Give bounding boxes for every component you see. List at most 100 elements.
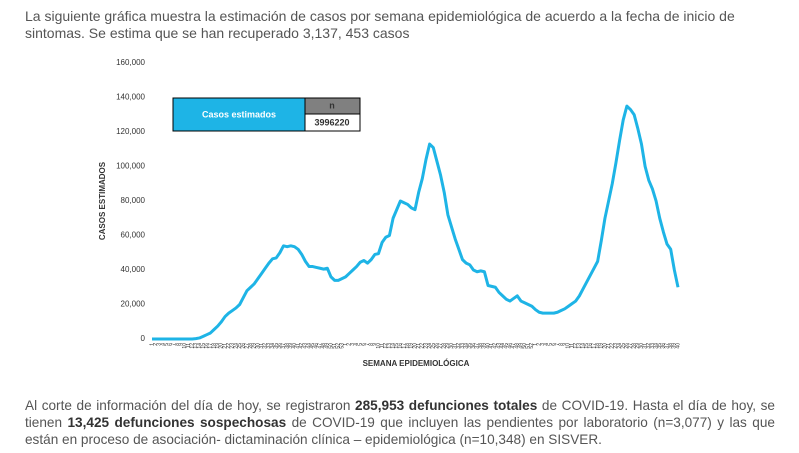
x-tick-label: 1 bbox=[533, 343, 539, 346]
x-tick-label: 39 bbox=[482, 343, 488, 349]
x-tick-label: 32 bbox=[456, 343, 462, 349]
y-tick-label: 120,000 bbox=[116, 127, 145, 136]
x-tick-label: 5 bbox=[164, 343, 170, 346]
x-tick-label: 5 bbox=[547, 343, 553, 346]
x-tick-label: 27 bbox=[244, 343, 250, 349]
x-tick-label: 22 bbox=[420, 343, 426, 349]
y-tick-label: 80,000 bbox=[121, 196, 146, 205]
x-tick-label: 25 bbox=[431, 343, 437, 349]
x-tick-label: 8 bbox=[558, 343, 564, 346]
x-tick-label: 28 bbox=[248, 343, 254, 349]
x-tick-label: 12 bbox=[190, 343, 196, 349]
x-tick-label: 10 bbox=[182, 343, 188, 349]
x-tick-label: 9 bbox=[562, 343, 568, 346]
x-tick-label: 16 bbox=[398, 343, 404, 349]
x-tick-label: 6 bbox=[361, 343, 367, 346]
x-tick-label: 38 bbox=[668, 343, 674, 349]
y-tick-label: 20,000 bbox=[121, 300, 146, 309]
y-tick-label: 140,000 bbox=[116, 93, 145, 102]
legend-value: 3996220 bbox=[314, 117, 349, 127]
x-tick-label: 31 bbox=[642, 343, 648, 349]
x-tick-label: 7 bbox=[555, 343, 561, 346]
x-tick-label: 49 bbox=[325, 343, 331, 349]
x-tick-label: 27 bbox=[628, 343, 634, 349]
x-tick-label: 34 bbox=[270, 343, 276, 349]
y-tick-label: 0 bbox=[141, 334, 146, 343]
summary-text: Al corte de información del día de hoy, … bbox=[25, 397, 775, 448]
x-tick-label: 35 bbox=[657, 343, 663, 349]
x-tick-label: 1 bbox=[343, 343, 349, 346]
x-tick-label: 20 bbox=[412, 343, 418, 349]
x-tick-label: 36 bbox=[661, 343, 667, 349]
x-tick-label: 3 bbox=[157, 343, 163, 346]
x-tick-label: 12 bbox=[573, 343, 579, 349]
x-tick-label: 38 bbox=[478, 343, 484, 349]
summary-bold: 13,425 defunciones sospechosas bbox=[67, 415, 287, 430]
x-tick-label: 42 bbox=[493, 343, 499, 349]
x-tick-label: 26 bbox=[624, 343, 630, 349]
x-tick-label: 31 bbox=[453, 343, 459, 349]
intro-text: La siguiente gráfica muestra la estimaci… bbox=[25, 8, 735, 41]
x-tick-label: 48 bbox=[515, 343, 521, 349]
x-tick-label: 31 bbox=[259, 343, 265, 349]
x-tick-label: 19 bbox=[599, 343, 605, 349]
x-tick-label: 19 bbox=[215, 343, 221, 349]
x-tick-label: 24 bbox=[427, 343, 433, 349]
x-tick-label: 7 bbox=[365, 343, 371, 346]
x-tick-label: 50 bbox=[328, 343, 334, 349]
x-tick-label: 52 bbox=[336, 343, 342, 349]
x-tick-label: 10 bbox=[566, 343, 572, 349]
x-tick-label: 1 bbox=[149, 343, 155, 346]
x-tick-label: 20 bbox=[602, 343, 608, 349]
x-tick-label: 40 bbox=[292, 343, 298, 349]
x-tick-label: 9 bbox=[179, 343, 185, 346]
x-tick-label: 33 bbox=[266, 343, 272, 349]
x-tick-label: 18 bbox=[211, 343, 217, 349]
x-tick-label: 46 bbox=[507, 343, 513, 349]
x-tick-label: 4 bbox=[354, 343, 360, 346]
x-tick-label: 18 bbox=[405, 343, 411, 349]
x-tick-label: 13 bbox=[193, 343, 199, 349]
x-tick-label: 13 bbox=[387, 343, 393, 349]
x-tick-label: 48 bbox=[321, 343, 327, 349]
x-tick-label: 32 bbox=[646, 343, 652, 349]
x-tick-label: 9 bbox=[372, 343, 378, 346]
x-tick-label: 30 bbox=[639, 343, 645, 349]
legend-label-cell bbox=[172, 97, 306, 132]
x-tick-label: 24 bbox=[617, 343, 623, 349]
x-tick-label: 30 bbox=[255, 343, 261, 349]
x-tick-label: 40 bbox=[485, 343, 491, 349]
x-tick-label: 23 bbox=[423, 343, 429, 349]
x-tick-label: 45 bbox=[504, 343, 510, 349]
x-tick-label: 15 bbox=[394, 343, 400, 349]
x-tick-label: 7 bbox=[171, 343, 177, 346]
x-tick-label: 16 bbox=[204, 343, 210, 349]
x-tick-label: 6 bbox=[168, 343, 174, 346]
x-tick-label: 47 bbox=[511, 343, 517, 349]
x-tick-label: 37 bbox=[281, 343, 287, 349]
y-tick-label: 160,000 bbox=[116, 58, 145, 67]
x-tick-label: 41 bbox=[295, 343, 301, 349]
x-tick-label: 16 bbox=[588, 343, 594, 349]
x-tick-label: 23 bbox=[230, 343, 236, 349]
x-tick-label: 11 bbox=[186, 343, 192, 348]
x-tick-label: 44 bbox=[500, 343, 506, 349]
x-tick-label: 39 bbox=[672, 343, 678, 349]
x-tick-label: 36 bbox=[277, 343, 283, 349]
y-tick-label: 40,000 bbox=[121, 265, 146, 274]
x-tick-label: 17 bbox=[401, 343, 407, 349]
x-tick-label: 40 bbox=[675, 343, 681, 349]
x-tick-label: 52 bbox=[529, 343, 535, 349]
x-tick-label: 33 bbox=[650, 343, 656, 349]
x-tick-label: 35 bbox=[274, 343, 280, 349]
x-tick-label: 29 bbox=[252, 343, 258, 349]
x-tick-label: 53 bbox=[339, 343, 345, 349]
series-line bbox=[152, 104, 680, 341]
x-tick-label: 4 bbox=[544, 343, 550, 346]
x-tick-label: 22 bbox=[610, 343, 616, 349]
summary-span: de COVID-19. Hasta el día de hoy, se tie… bbox=[25, 398, 775, 430]
x-tick-label: 37 bbox=[474, 343, 480, 349]
x-tick-label: 21 bbox=[606, 343, 612, 349]
